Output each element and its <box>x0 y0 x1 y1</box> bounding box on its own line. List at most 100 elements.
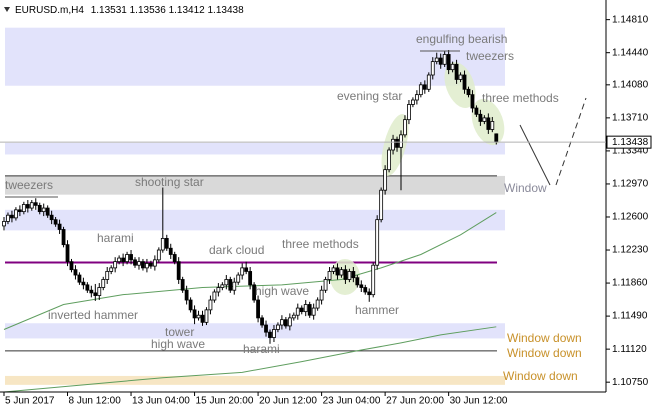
candle-body <box>391 138 395 151</box>
candle-body <box>85 284 90 291</box>
chart-header: EURUSD.m,H4 1.13531 1.13536 1.13412 1.13… <box>15 5 244 16</box>
candle-body <box>156 249 161 261</box>
annotation: dark cloud <box>209 243 264 257</box>
price-label-box <box>606 135 652 149</box>
candle-body <box>176 261 181 280</box>
candle-body <box>375 219 380 266</box>
annotation: hammer <box>355 303 399 317</box>
candle-body <box>192 309 197 319</box>
candle-body <box>29 202 34 209</box>
candle-body <box>403 119 407 136</box>
candle-body <box>395 138 399 148</box>
annotation: inverted hammer <box>48 308 138 322</box>
y-tick-label: 1.13710 <box>612 113 649 124</box>
candle-body <box>414 94 419 101</box>
candle-body <box>407 104 411 121</box>
candle-body <box>141 261 145 269</box>
candle-body <box>37 204 42 213</box>
candle-body <box>470 94 475 109</box>
candle-body <box>319 289 324 301</box>
candle-body <box>426 74 431 90</box>
candle-body <box>260 317 264 326</box>
candle-body <box>196 314 201 319</box>
candle-body <box>279 319 284 326</box>
candle-body <box>244 267 249 272</box>
candle-body <box>256 299 260 319</box>
candle-body <box>454 63 459 80</box>
candle-body <box>57 223 62 230</box>
candle-body <box>45 207 50 216</box>
zone <box>5 27 505 86</box>
candle-body <box>105 271 110 280</box>
candle-body <box>466 88 471 96</box>
candle-body <box>315 299 320 309</box>
candle-body <box>383 169 388 191</box>
annotation: three methods <box>482 91 559 105</box>
candle-body <box>14 209 18 219</box>
candle-body <box>442 54 447 65</box>
candle-body <box>446 54 451 71</box>
candle-body <box>184 289 189 301</box>
candle-body <box>422 84 427 90</box>
zone <box>5 375 505 385</box>
candle-body <box>152 259 157 267</box>
candle-body <box>323 279 328 291</box>
x-tick-label: 15 Jun 20:00 <box>196 396 254 407</box>
candle-body <box>232 281 237 291</box>
candle-body <box>204 309 209 323</box>
annotation: tower <box>165 325 194 339</box>
candle-body <box>343 269 348 280</box>
candle-body <box>164 238 169 249</box>
candle-body <box>101 279 106 288</box>
candle-body <box>97 287 102 296</box>
candle-body <box>65 244 70 263</box>
annotation: high wave <box>255 284 309 298</box>
candle-body <box>252 284 257 301</box>
candle-body <box>482 117 487 122</box>
y-tick-label: 1.14810 <box>612 14 649 25</box>
zone <box>5 175 505 195</box>
candle-body <box>248 271 253 286</box>
candle-body <box>6 214 10 222</box>
candle-body <box>303 304 308 313</box>
candle-body <box>434 57 439 63</box>
candle-body <box>236 274 241 283</box>
y-tick-label: 1.12230 <box>612 245 649 256</box>
annotation: harami <box>97 231 134 245</box>
candle-body <box>387 149 391 171</box>
candle-body <box>339 269 344 276</box>
candle-body <box>145 263 149 269</box>
candle-body <box>486 117 491 130</box>
candle-body <box>478 113 483 122</box>
candle-body <box>335 267 340 276</box>
candle-body <box>117 257 122 263</box>
highlight <box>444 61 476 109</box>
candle-body <box>379 189 384 221</box>
annotation: shooting star <box>135 175 204 189</box>
candle-body <box>359 284 364 288</box>
annotation: tweezers <box>466 49 514 63</box>
y-tick-label: 1.11120 <box>612 344 647 355</box>
x-tick-label: 20 Jun 12:00 <box>259 396 317 407</box>
candle-body <box>137 261 141 266</box>
annotation: engulfing bearish <box>416 32 507 46</box>
open: 1.13531 <box>91 5 128 16</box>
annotation: Window down <box>507 346 582 360</box>
annotation: evening star <box>337 89 402 103</box>
candle-body <box>283 319 288 327</box>
close: 1.13438 <box>208 5 245 16</box>
y-tick-label: 1.10750 <box>612 377 649 388</box>
candle-body <box>73 269 78 276</box>
candle-body <box>399 134 403 148</box>
annotation: three methods <box>282 237 359 251</box>
candle-body <box>25 204 30 209</box>
candle-body <box>367 291 372 296</box>
candle-body <box>462 74 467 90</box>
candle-body <box>240 267 245 276</box>
candle-body <box>160 238 165 251</box>
candle-body <box>411 99 415 105</box>
candle-body <box>180 279 185 291</box>
y-tick-label: 1.12970 <box>612 179 649 190</box>
y-tick-label: 1.11860 <box>612 278 648 289</box>
